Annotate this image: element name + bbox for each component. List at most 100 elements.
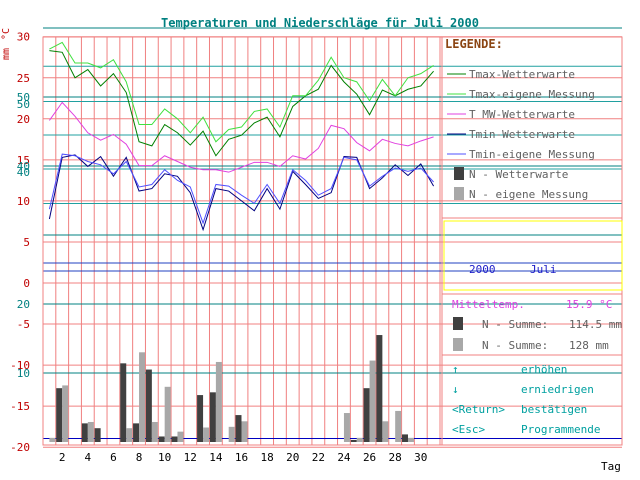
- precip-bar: [343, 413, 350, 442]
- precip-bar: [203, 427, 210, 442]
- precip-bar: [94, 428, 101, 442]
- y-tick-temp: -5: [17, 318, 30, 331]
- precip-bar: [81, 423, 88, 442]
- sum2-label: N - Summe:: [482, 339, 548, 352]
- y-tick-precip: 40: [17, 160, 30, 173]
- mean-temp-value: 15.9 °C: [566, 298, 612, 311]
- x-tick: 22: [312, 451, 325, 464]
- summary-panel: Mitteltemp. 15.9 °C N - Summe: 114.5 mm …: [452, 298, 622, 352]
- y-axis-label-precip: mm: [1, 48, 12, 60]
- x-tick: 12: [184, 451, 197, 464]
- precip-bar: [350, 439, 357, 442]
- series-line: [49, 41, 434, 143]
- period-month: Juli: [530, 263, 557, 276]
- y-axis-label-temp: °C: [1, 28, 12, 40]
- y-tick-precip: 20: [17, 298, 30, 311]
- precip-bar: [133, 423, 140, 442]
- y-tick-precip: 50: [17, 98, 30, 111]
- precip-bar: [382, 421, 389, 442]
- legend-label: Tmax-Wetterwarte: [469, 68, 575, 81]
- x-tick: 16: [235, 451, 248, 464]
- y-tick-temp: 25: [17, 72, 30, 85]
- x-tick: 26: [363, 451, 376, 464]
- precip-bar: [56, 388, 63, 442]
- chart-title: Temperaturen und Niederschläge für Juli …: [161, 16, 479, 30]
- y-tick-temp: 15: [17, 154, 30, 167]
- help-panel: ↑ erhöhen ↓ erniedrigen <Return> bestäti…: [452, 363, 600, 436]
- precip-bar: [241, 421, 248, 442]
- y-tick-precip: 50: [17, 91, 30, 104]
- legend-heading: LEGENDE:: [445, 37, 503, 51]
- precip-bar: [126, 428, 133, 442]
- precip-bar: [401, 434, 408, 442]
- precip-bar: [139, 352, 146, 442]
- series-line: [48, 153, 434, 225]
- y-tick-precip: 40: [17, 166, 30, 179]
- help-key-up: ↑: [452, 363, 459, 376]
- precip-bar: [87, 421, 94, 442]
- precip-bar: [407, 437, 414, 442]
- sum2-swatch: [453, 338, 463, 351]
- precip-bar: [62, 385, 69, 442]
- x-tick: 14: [209, 451, 223, 464]
- y-tick-temp: 10: [17, 195, 30, 208]
- sum1-label: N - Summe:: [482, 318, 548, 331]
- legend-label: Tmax-eigene Messung: [469, 88, 595, 101]
- precip-bar: [120, 363, 127, 442]
- help-key-down: ↓: [452, 383, 459, 396]
- precip-bar: [395, 410, 402, 442]
- y-tick-temp: 5: [23, 236, 30, 249]
- sum1-swatch: [453, 317, 463, 330]
- y-tick-temp: 20: [17, 113, 30, 126]
- help-key-esc: <Esc>: [452, 423, 485, 436]
- period-box: [443, 220, 623, 291]
- precip-bar: [177, 431, 184, 442]
- temperature-lines: [48, 41, 435, 232]
- x-tick: 6: [110, 451, 117, 464]
- help-action-up: erhöhen: [521, 363, 567, 376]
- precip-bar: [215, 361, 222, 442]
- sum1-value: 114.5 mm: [569, 318, 622, 331]
- y-tick-temp: 30: [17, 31, 30, 44]
- precip-bar: [145, 369, 152, 442]
- x-tick: 2: [59, 451, 66, 464]
- x-axis-label: Tag: [601, 460, 621, 473]
- legend-panel: LEGENDE: Tmax-Wetterwarte Tmax-eigene Mes…: [445, 37, 595, 201]
- precip-bar: [376, 335, 383, 442]
- help-key-return: <Return>: [452, 403, 505, 416]
- period-year: 2000: [469, 263, 496, 276]
- help-action-esc: Programmende: [521, 423, 600, 436]
- x-tick: 10: [158, 451, 171, 464]
- precip-bar: [235, 415, 242, 442]
- y-tick-temp: 0: [23, 277, 30, 290]
- precip-bar: [197, 395, 204, 442]
- legend-label: N - Wetterwarte: [469, 168, 568, 181]
- series-line: [49, 50, 434, 157]
- x-tick: 28: [389, 451, 402, 464]
- precip-bar: [158, 436, 165, 442]
- y-tick-precip: 10: [17, 367, 30, 380]
- mean-temp-label: Mitteltemp.: [452, 298, 525, 311]
- precipitation-bars: [49, 335, 414, 442]
- x-tick: 18: [260, 451, 273, 464]
- series-line: [48, 154, 435, 232]
- legend-label: Tmin-Wetterwarte: [469, 128, 575, 141]
- legend-bar-swatch: [454, 167, 464, 180]
- plot-grid: [42, 27, 623, 448]
- y-tick-temp: -15: [10, 400, 30, 413]
- x-tick: 30: [414, 451, 427, 464]
- x-tick: 20: [286, 451, 299, 464]
- precip-bar: [49, 437, 56, 442]
- y-tick-temp: -20: [10, 441, 30, 454]
- legend-label: Tmin-eigene Messung: [469, 148, 595, 161]
- help-action-return: bestätigen: [521, 403, 587, 416]
- legend-label: T MW-Wetterwarte: [469, 108, 575, 121]
- legend-label: N - eigene Messung: [469, 188, 588, 201]
- x-axis-ticks: 2 4 6 8 10 12 14 16 18 20 22 24 26 28 30: [59, 451, 428, 464]
- precip-bar: [228, 426, 235, 442]
- help-action-down: erniedrigen: [521, 383, 594, 396]
- precip-bar: [363, 388, 370, 442]
- precip-bar: [356, 437, 363, 442]
